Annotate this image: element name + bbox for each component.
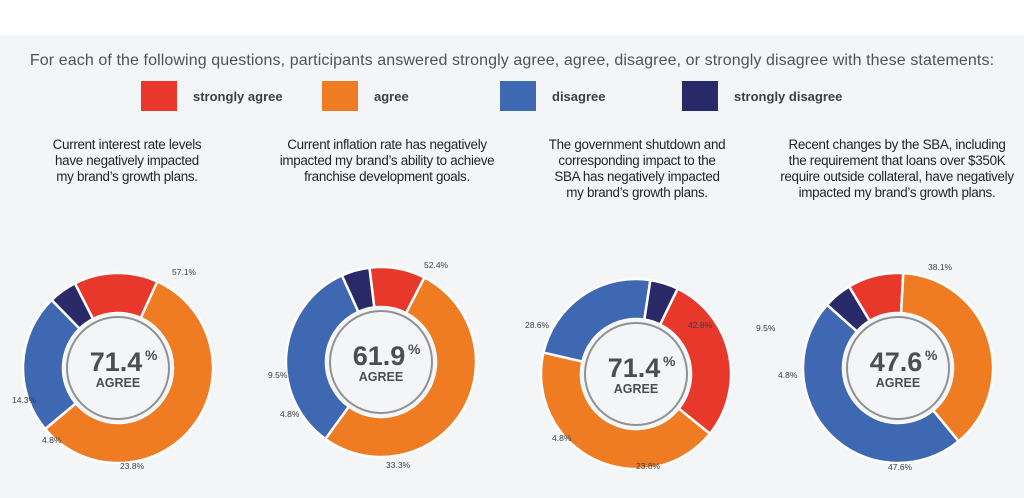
question-line: the requirement that loans over $350K xyxy=(788,153,1006,168)
data-label: 57.1% xyxy=(172,267,197,277)
donut-inner-ring xyxy=(329,310,433,414)
center-unit: % xyxy=(145,347,158,363)
center-label: AGREE xyxy=(614,382,658,396)
question-line: Current inflation rate has negatively xyxy=(287,137,487,152)
data-label: 38.1% xyxy=(928,262,953,272)
legend-label: agree xyxy=(374,88,409,104)
center-value: 61.9 xyxy=(353,341,406,371)
data-label: 4.8% xyxy=(42,435,62,445)
donut-hole xyxy=(63,313,173,423)
center-unit: % xyxy=(925,347,938,363)
data-label: 47.6% xyxy=(888,462,913,472)
legend-item-strongly-disagree: strongly disagree xyxy=(682,81,842,111)
data-label: 28.6% xyxy=(525,320,550,330)
data-label: 33.3% xyxy=(386,460,411,470)
legend-swatch xyxy=(500,81,536,111)
question-line: impacted my brand’s growth plans. xyxy=(798,185,996,200)
question-3: The government shutdown and correspondin… xyxy=(532,137,742,201)
center-unit: % xyxy=(408,341,421,357)
legend-swatch xyxy=(682,81,718,111)
legend-label: strongly agree xyxy=(193,88,283,104)
legend-swatch xyxy=(322,81,358,111)
center-unit: % xyxy=(663,353,676,369)
data-label: 23.8% xyxy=(636,461,661,471)
donut-hole xyxy=(326,307,436,417)
question-line: Recent changes by the SBA, including xyxy=(788,137,1006,152)
legend-label: disagree xyxy=(552,88,606,104)
center-value: 47.6 xyxy=(870,347,923,377)
question-2: Current inflation rate has negatively im… xyxy=(277,137,497,185)
legend-item-strongly-agree: strongly agree xyxy=(141,81,283,111)
question-line: my brand’s growth plans. xyxy=(56,169,198,184)
data-label: 4.8% xyxy=(778,370,798,380)
legend-item-disagree: disagree xyxy=(500,81,605,111)
question-line: my brand’s growth plans. xyxy=(566,185,708,200)
question-4: Recent changes by the SBA, including the… xyxy=(772,137,1022,201)
data-label: 52.4% xyxy=(424,260,449,270)
donut-hole xyxy=(843,313,953,423)
legend-label: strongly disagree xyxy=(734,88,843,104)
question-line: require outside collateral, have negativ… xyxy=(780,169,1014,184)
center-label: AGREE xyxy=(96,376,140,390)
question-line: franchise development goals. xyxy=(304,169,470,184)
data-label: 9.5% xyxy=(756,323,776,333)
legend-swatch xyxy=(141,81,177,111)
data-label: 14.3% xyxy=(12,395,37,405)
question-line: impacted my brand’s ability to achieve xyxy=(279,153,495,168)
donut-inner-ring xyxy=(66,316,170,420)
donut-inner-ring xyxy=(846,316,950,420)
data-label: 9.5% xyxy=(268,370,288,380)
data-label: 23.8% xyxy=(120,461,145,471)
donut-hole xyxy=(581,319,691,429)
center-value: 71.4 xyxy=(90,347,143,377)
question-line: SBA has negatively impacted xyxy=(554,169,720,184)
data-label: 42.8% xyxy=(688,320,713,330)
center-label: AGREE xyxy=(359,370,403,384)
intro-text: For each of the following questions, par… xyxy=(29,52,995,69)
question-line: have negatively impacted xyxy=(55,153,199,168)
question-line: corresponding impact to the xyxy=(558,153,716,168)
donut-inner-ring xyxy=(584,322,688,426)
question-1: Current interest rate levels have negati… xyxy=(22,137,232,185)
question-line: The government shutdown and xyxy=(548,137,726,152)
center-label: AGREE xyxy=(876,376,920,390)
question-line: Current interest rate levels xyxy=(52,137,202,152)
legend-item-agree: agree xyxy=(322,81,409,111)
center-value: 71.4 xyxy=(608,353,661,383)
data-label: 4.8% xyxy=(552,433,572,443)
data-label: 4.8% xyxy=(280,409,300,419)
